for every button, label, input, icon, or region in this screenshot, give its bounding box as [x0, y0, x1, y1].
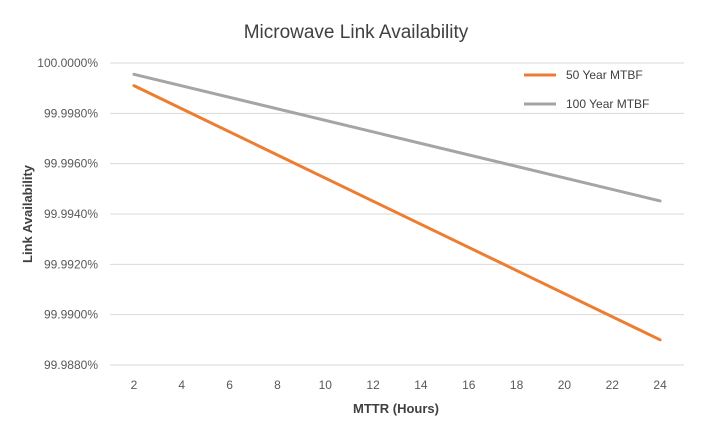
y-tick-label: 99.9880%	[44, 358, 98, 372]
x-tick-label: 4	[178, 378, 185, 392]
gridlines	[110, 62, 684, 366]
x-tick-label: 16	[462, 378, 476, 392]
series-line-2	[132, 72, 662, 203]
y-axis-ticks: 100.0000% 99.9980% 99.9960% 99.9940% 99.9920…	[37, 56, 98, 372]
x-tick-label: 12	[366, 378, 380, 392]
x-tick-label: 20	[558, 378, 572, 392]
y-tick-label: 99.9940%	[44, 207, 98, 221]
y-axis-title: Link Availability	[20, 164, 35, 263]
x-tick-label: 24	[653, 378, 667, 392]
legend-label: 50 Year MTBF	[566, 68, 643, 82]
x-tick-label: 18	[510, 378, 524, 392]
x-tick-label: 6	[226, 378, 233, 392]
y-tick-label: 99.9920%	[44, 257, 98, 271]
x-axis-title: MTTR (Hours)	[353, 401, 439, 416]
legend-label: 100 Year MTBF	[566, 97, 649, 111]
x-tick-label: 14	[414, 378, 428, 392]
y-tick-label: 99.9900%	[44, 308, 98, 322]
legend: 50 Year MTBF 100 Year MTBF	[524, 68, 649, 111]
y-tick-label: 99.9960%	[44, 157, 98, 171]
y-tick-label: 100.0000%	[37, 56, 98, 70]
x-tick-label: 10	[319, 378, 333, 392]
chart-title: Microwave Link Availability	[244, 22, 469, 43]
series-lines	[132, 72, 662, 342]
series-line-1	[132, 84, 662, 342]
x-axis-ticks: 2 4 6 8 10 12 14 16 18 20 22 24	[131, 378, 668, 392]
x-tick-label: 2	[131, 378, 138, 392]
x-tick-label: 22	[606, 378, 620, 392]
x-tick-label: 8	[274, 378, 281, 392]
y-tick-label: 99.9980%	[44, 106, 98, 120]
